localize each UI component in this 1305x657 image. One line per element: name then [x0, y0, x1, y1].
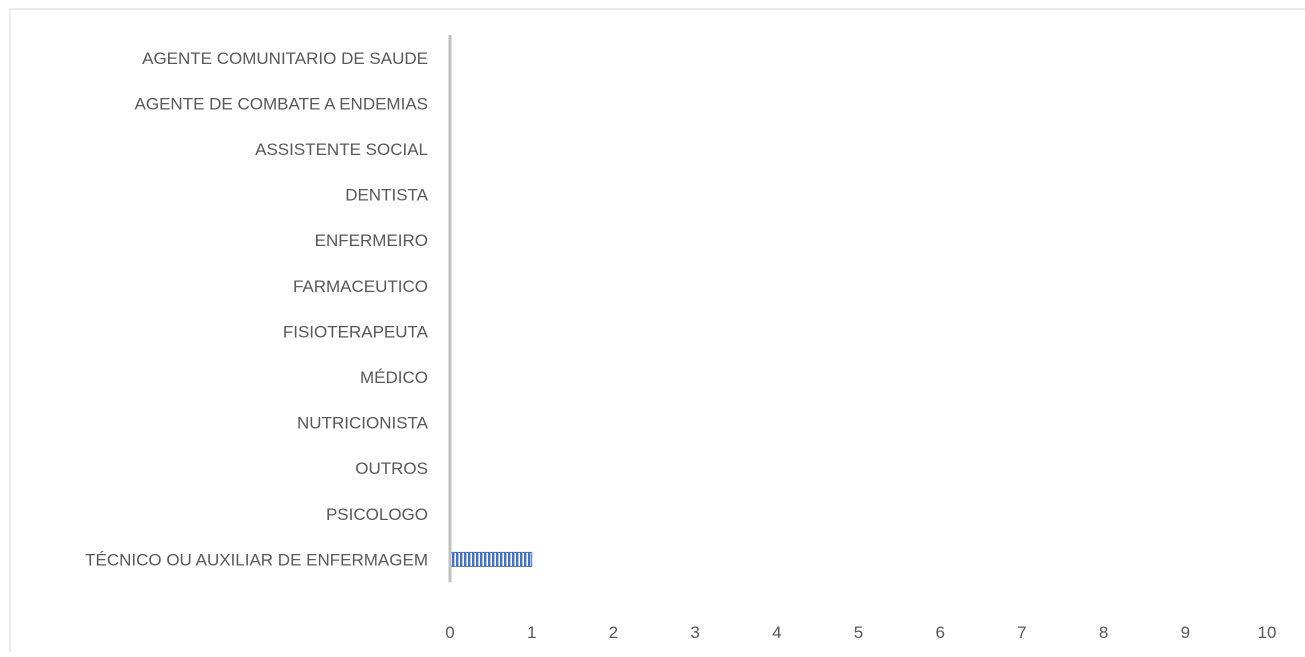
category-label: OUTROS — [355, 459, 428, 478]
x-tick-label: 5 — [854, 623, 863, 642]
category-label: ENFERMEIRO — [315, 231, 428, 250]
x-tick-label: 6 — [935, 623, 944, 642]
category-label: ASSISTENTE SOCIAL — [255, 140, 428, 159]
x-tick-label: 8 — [1099, 623, 1108, 642]
x-tick-label: 4 — [772, 623, 781, 642]
x-tick-label: 10 — [1258, 623, 1277, 642]
x-tick-label: 1 — [527, 623, 536, 642]
x-tick-label: 7 — [1017, 623, 1026, 642]
category-label: AGENTE COMUNITARIO DE SAUDE — [142, 49, 428, 68]
bars — [449, 551, 533, 567]
category-label: AGENTE DE COMBATE A ENDEMIAS — [135, 94, 428, 113]
category-label: FARMACEUTICO — [293, 277, 428, 296]
bar — [449, 551, 533, 567]
x-tick-label: 0 — [445, 623, 454, 642]
x-tick-label: 2 — [609, 623, 618, 642]
category-label: TÉCNICO OU AUXILIAR DE ENFERMAGEM — [85, 550, 428, 569]
x-tick-label: 9 — [1181, 623, 1190, 642]
category-labels: AGENTE COMUNITARIO DE SAUDE AGENTE DE COM… — [85, 49, 429, 570]
category-label: NUTRICIONISTA — [297, 414, 429, 433]
x-tick-label: 3 — [690, 623, 699, 642]
category-label: FISIOTERAPEUTA — [283, 322, 429, 341]
category-label: MÉDICO — [360, 368, 428, 387]
category-label: DENTISTA — [345, 186, 428, 205]
x-axis-tick-labels: 0 1 2 3 4 5 6 7 8 9 10 — [445, 623, 1276, 642]
category-label: PSICOLOGO — [326, 505, 428, 524]
